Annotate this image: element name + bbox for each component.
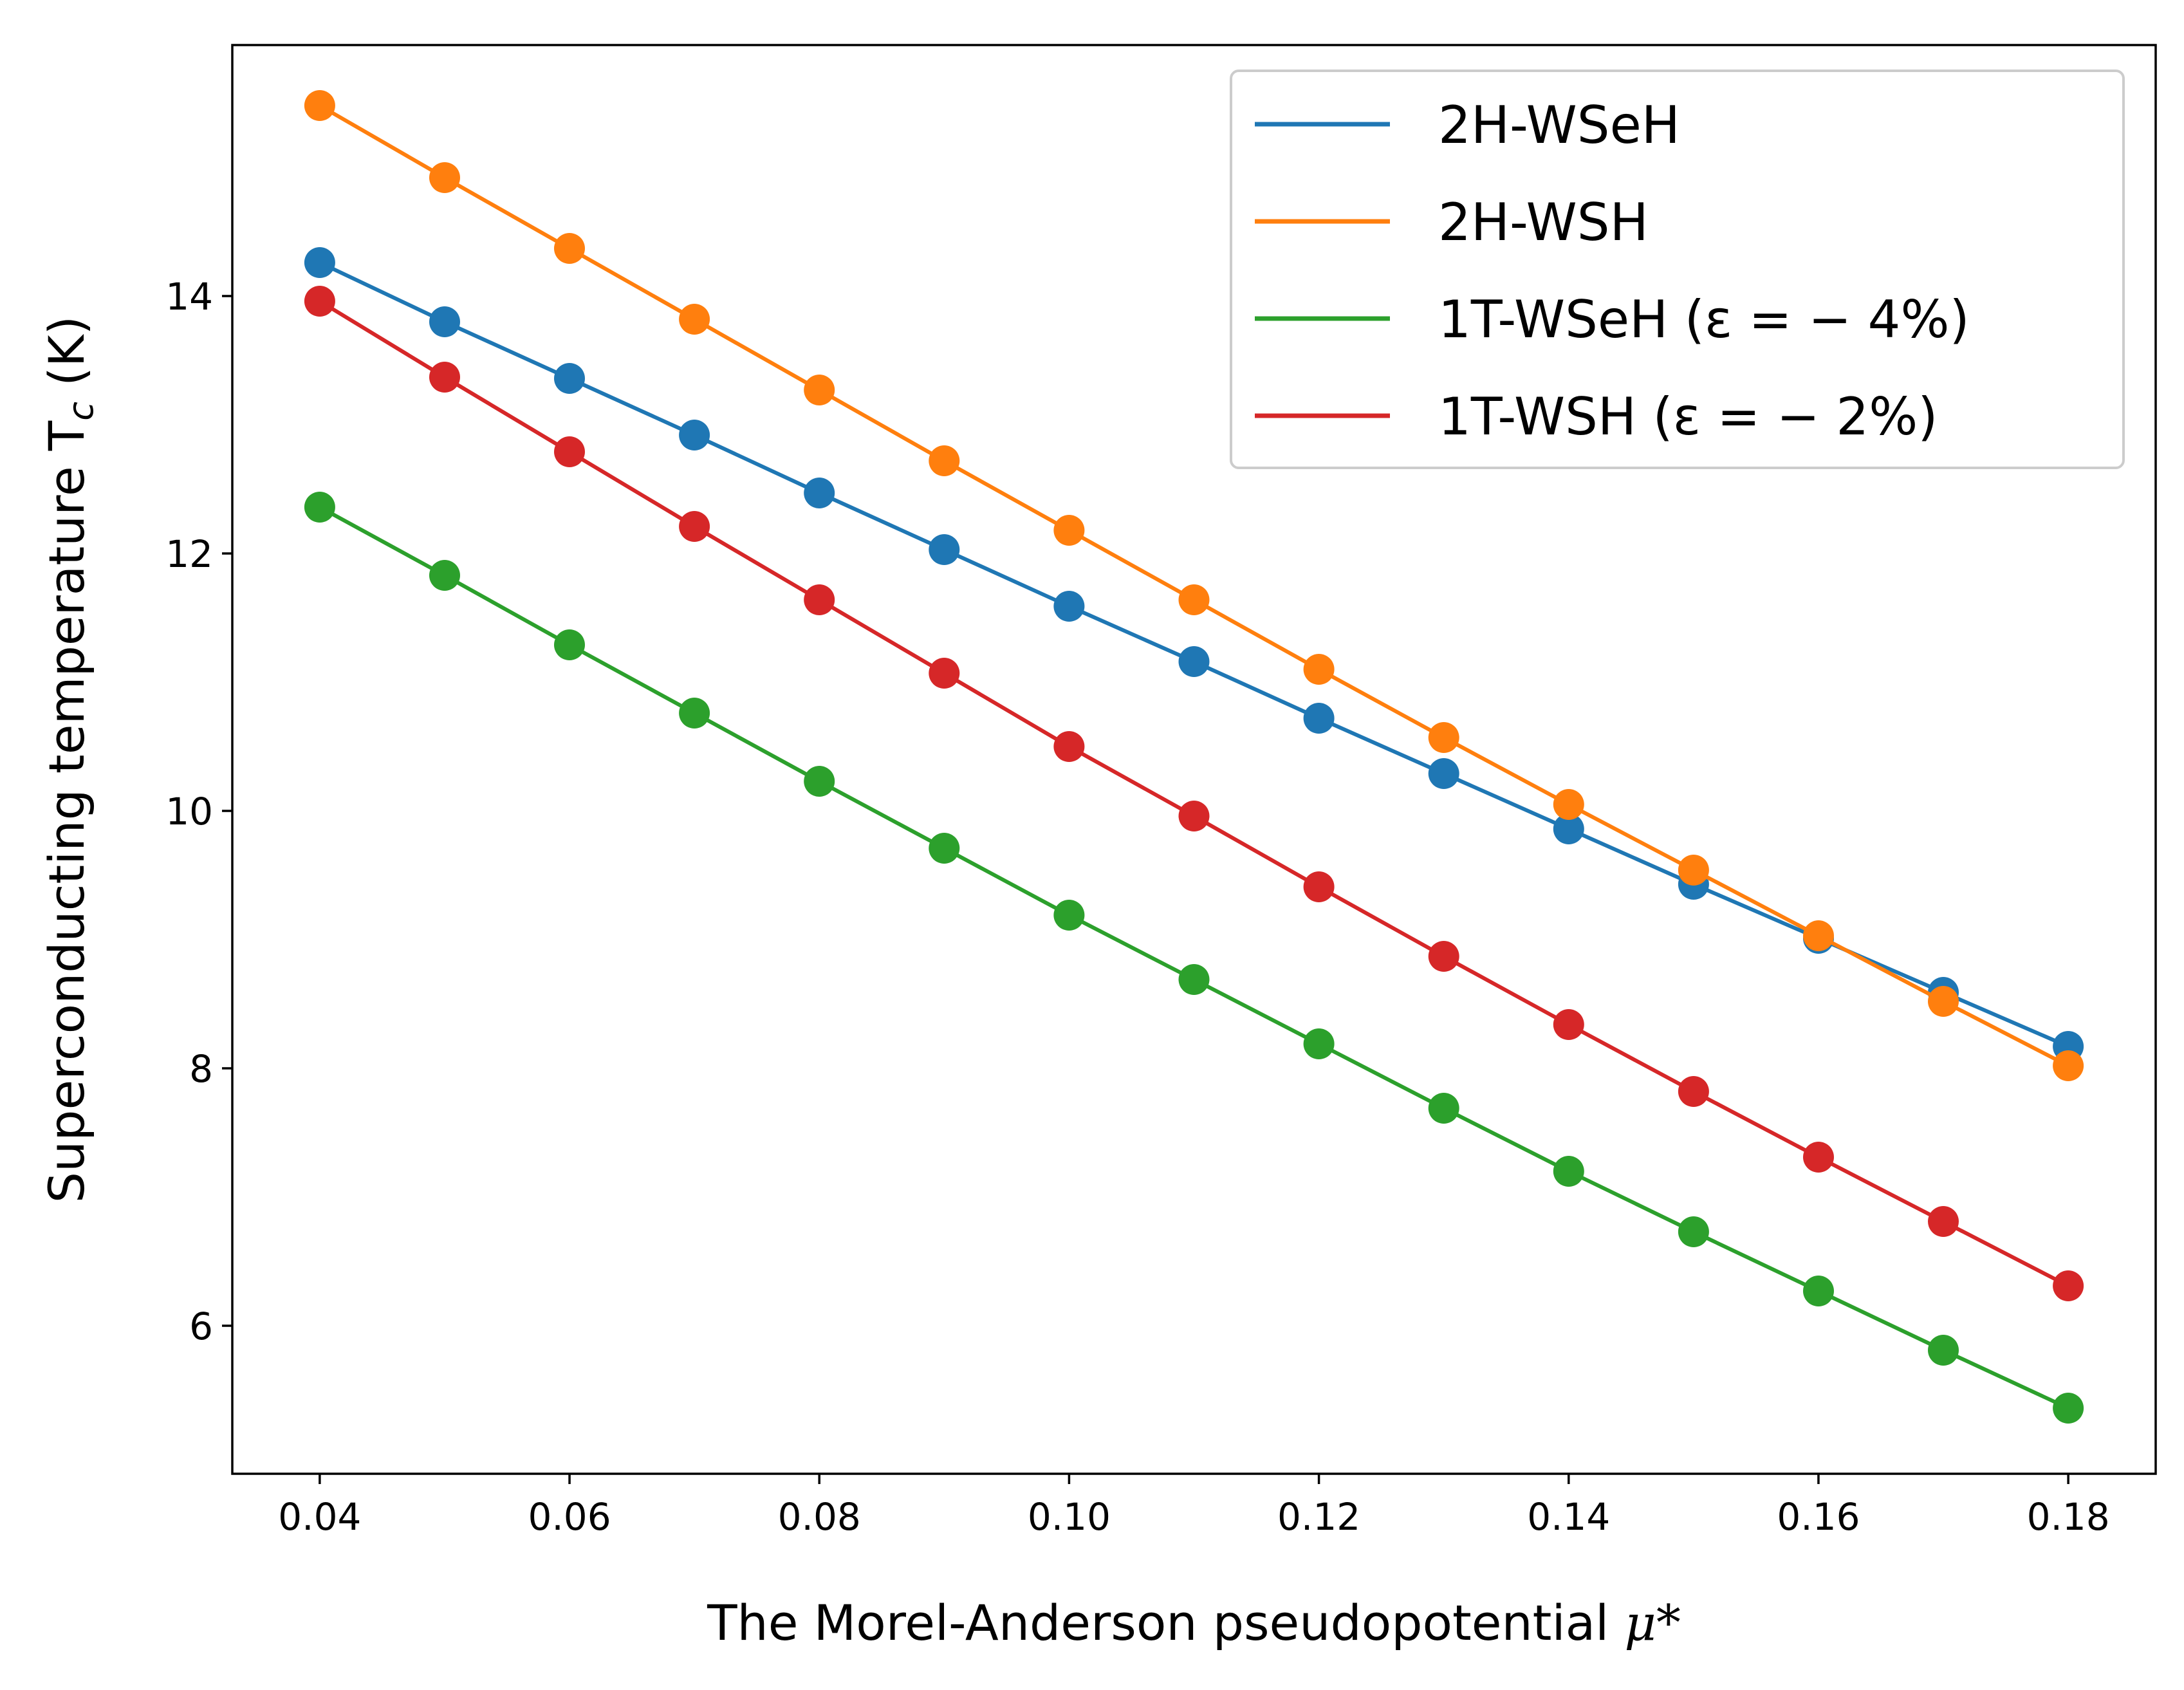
- data-point: [554, 629, 585, 660]
- data-point: [1178, 801, 1210, 831]
- legend-label: 2H-WSeH: [1438, 95, 1680, 155]
- data-point: [429, 362, 460, 393]
- legend-label: 2H-WSH: [1438, 192, 1649, 252]
- data-point: [1053, 591, 1085, 622]
- data-point: [2053, 1270, 2084, 1301]
- data-point: [804, 478, 835, 508]
- data-point: [554, 233, 585, 264]
- x-tick-label: 0.06: [528, 1495, 611, 1539]
- data-point: [804, 584, 835, 615]
- data-point: [1053, 515, 1085, 546]
- data-point: [929, 534, 960, 565]
- data-point: [1803, 920, 1834, 951]
- y-tick-label: 14: [165, 275, 213, 319]
- data-point: [1553, 813, 1584, 844]
- data-point: [304, 286, 335, 317]
- data-point: [679, 420, 710, 450]
- series-2: [304, 492, 2084, 1424]
- series-1: [304, 90, 2084, 1081]
- data-point: [304, 492, 335, 523]
- y-tick-label: 8: [189, 1047, 213, 1091]
- y-tick-label: 6: [189, 1305, 213, 1348]
- y-tick-label: 10: [165, 790, 213, 833]
- data-point: [679, 511, 710, 542]
- data-point: [929, 658, 960, 689]
- data-point: [804, 766, 835, 797]
- data-point: [1178, 964, 1210, 995]
- data-point: [1553, 1156, 1584, 1187]
- data-point: [304, 247, 335, 278]
- legend-label: 1T-WSH (ε = − 2%): [1438, 387, 1938, 447]
- data-point: [2053, 1393, 2084, 1424]
- data-point: [1303, 654, 1335, 685]
- legend: 2H-WSeH 2H-WSH 1T-WSeH (ε = − 4%) 1T-WSH (ε…: [1230, 70, 2125, 469]
- data-point: [1178, 646, 1210, 677]
- data-point: [1678, 855, 1709, 886]
- series-3: [304, 286, 2084, 1301]
- y-axis-ticks: 6 8 10 12 14: [165, 275, 232, 1348]
- data-point: [1928, 1206, 1959, 1237]
- legend-items: 2H-WSeH 2H-WSH 1T-WSeH (ε = − 4%) 1T-WSH (ε…: [1255, 95, 1970, 447]
- data-point: [554, 436, 585, 467]
- data-point: [1178, 584, 1210, 615]
- data-point: [1428, 941, 1459, 972]
- legend-item: 2H-WSH: [1255, 192, 1649, 252]
- data-point: [1428, 758, 1459, 789]
- legend-box: [1230, 70, 2125, 469]
- x-tick-label: 0.12: [1277, 1495, 1360, 1539]
- data-point: [1303, 703, 1335, 734]
- x-tick-label: 0.18: [2027, 1495, 2110, 1539]
- data-point: [1803, 1142, 1834, 1173]
- data-point: [1928, 986, 1959, 1017]
- y-axis-label-text: Superconducting temperature T: [38, 420, 95, 1203]
- data-point: [1053, 731, 1085, 762]
- plot-series: [304, 90, 2084, 1424]
- legend-label: 1T-WSeH (ε = − 4%): [1438, 290, 1970, 349]
- data-point: [304, 90, 335, 121]
- data-point: [1303, 871, 1335, 902]
- data-point: [1303, 1028, 1335, 1059]
- data-point: [1053, 900, 1085, 931]
- x-tick-label: 0.14: [1527, 1495, 1610, 1539]
- x-axis-ticks: 0.04 0.06 0.08 0.10 0.12 0.14 0.16 0.18: [278, 1474, 2110, 1539]
- data-point: [429, 560, 460, 591]
- data-point: [1928, 1335, 1959, 1366]
- x-tick-label: 0.10: [1028, 1495, 1111, 1539]
- x-tick-label: 0.04: [278, 1495, 361, 1539]
- data-point: [1553, 789, 1584, 820]
- data-point: [429, 306, 460, 337]
- data-point: [429, 162, 460, 193]
- x-axis-label-text: The Morel-Anderson pseudopotential: [707, 1594, 1609, 1651]
- legend-item: 1T-WSeH (ε = − 4%): [1255, 290, 1970, 349]
- x-axis-label: The Morel-Anderson pseudopotential μ*: [707, 1594, 1681, 1651]
- data-point: [679, 304, 710, 335]
- data-point: [1553, 1009, 1584, 1040]
- data-point: [1428, 722, 1459, 753]
- legend-item: 1T-WSH (ε = − 2%): [1255, 387, 1938, 447]
- x-tick-label: 0.08: [778, 1495, 861, 1539]
- y-axis-label: Superconducting temperature Tc (K): [38, 316, 101, 1203]
- y-axis-label-subscript: c: [60, 402, 101, 421]
- x-axis-label-symbol: μ*: [1624, 1594, 1680, 1651]
- data-point: [929, 445, 960, 476]
- y-axis-label-unit: (K): [38, 316, 95, 402]
- data-point: [679, 698, 710, 729]
- legend-item: 2H-WSeH: [1255, 95, 1680, 155]
- plot-frame: [231, 44, 2157, 1475]
- data-point: [1678, 1216, 1709, 1247]
- data-point: [1428, 1093, 1459, 1124]
- x-tick-label: 0.16: [1777, 1495, 1860, 1539]
- data-point: [1803, 1276, 1834, 1306]
- data-point: [929, 833, 960, 864]
- y-tick-label: 12: [165, 532, 213, 576]
- data-point: [554, 363, 585, 394]
- data-point: [2053, 1050, 2084, 1081]
- data-point: [1678, 1076, 1709, 1107]
- data-point: [804, 375, 835, 405]
